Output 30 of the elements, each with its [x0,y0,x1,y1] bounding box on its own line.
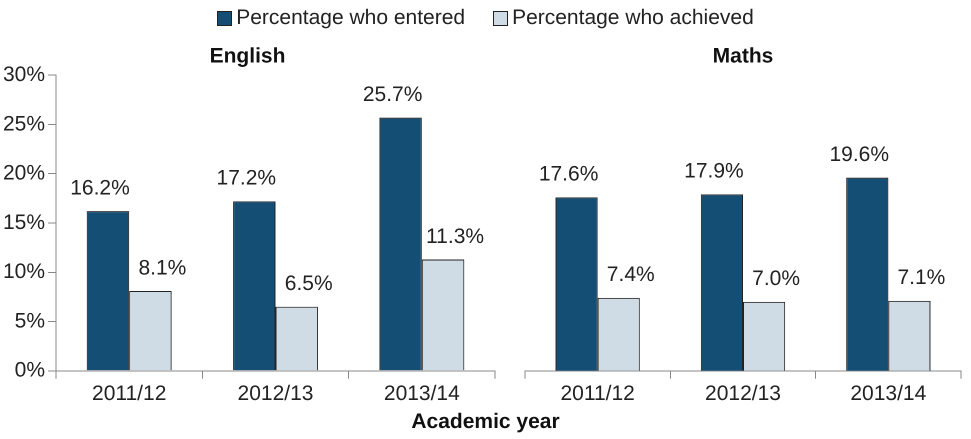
chart-title: English [210,44,286,68]
data-label: 6.5% [284,272,333,296]
x-tick-label: 2012/13 [238,382,314,406]
y-tick-label: 10% [3,260,46,284]
y-tick-label: 5% [14,309,46,332]
x-tick-label: 2013/14 [850,382,927,406]
data-label: 7.4% [606,263,655,286]
x-tick-label: 2012/13 [705,382,781,406]
data-label: 17.2% [216,166,276,190]
data-label: 16.2% [70,176,130,200]
x-tick-label: 2013/14 [384,382,460,406]
data-label: 7.0% [752,267,800,290]
legend-label: Percentage who achieved [512,6,754,30]
y-tick-label: 25% [3,112,46,136]
data-label: 17.6% [538,162,598,186]
x-axis-title: Academic year [410,410,561,434]
y-tick-label: 30% [3,62,46,86]
data-label: 7.1% [897,266,946,290]
data-label: 8.1% [138,256,186,280]
x-tick-label: 2011/12 [92,382,166,406]
data-label: 11.3% [426,224,484,248]
legend-label: Percentage who entered [236,6,466,30]
y-tick-label: 0% [14,358,46,382]
chart-title: Maths [712,44,774,68]
y-tick-label: 20% [3,162,46,185]
data-label: 25.7% [362,82,422,106]
data-label: 19.6% [829,142,890,166]
y-tick-label: 15% [3,210,46,234]
data-label: 17.9% [684,160,744,183]
x-tick-label: 2011/12 [560,382,635,406]
